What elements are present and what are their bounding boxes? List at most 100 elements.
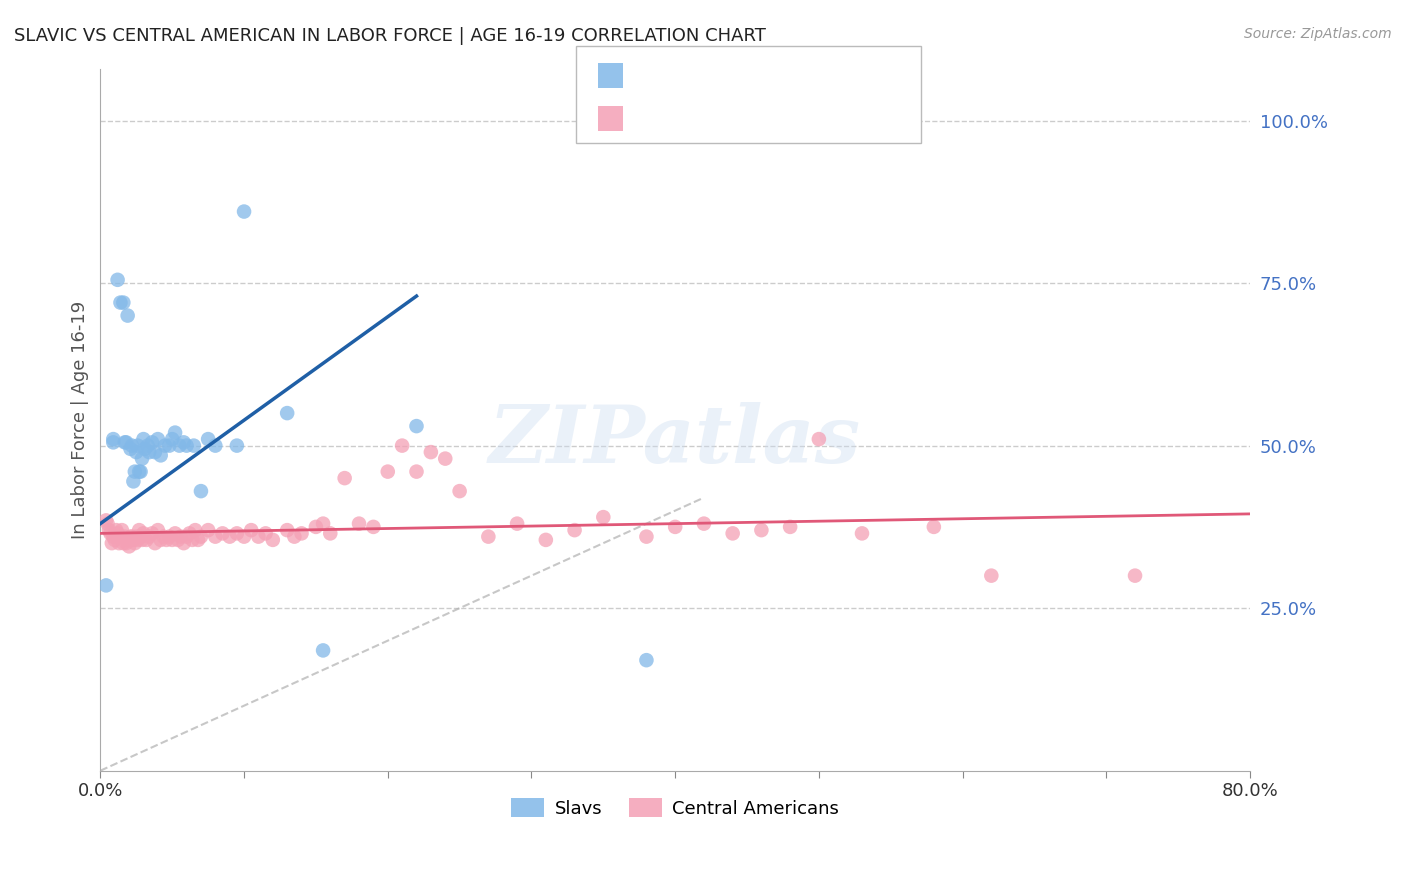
Point [136, 439, 159, 453]
Point [247, 530, 270, 544]
Point [125, 530, 148, 544]
Point [112, 295, 135, 310]
Legend: Slavs, Central Americans: Slavs, Central Americans [503, 791, 846, 825]
Point [110, 530, 132, 544]
Point [225, 439, 247, 453]
Point [115, 435, 138, 450]
Point [132, 432, 155, 446]
Point [108, 536, 131, 550]
Point [103, 432, 125, 446]
Point [290, 526, 312, 541]
Point [233, 530, 256, 544]
Point [319, 526, 342, 541]
Point [980, 568, 1002, 582]
Point [122, 533, 145, 547]
Point [477, 530, 499, 544]
Point [98, 523, 121, 537]
Point [377, 465, 399, 479]
Point [110, 295, 132, 310]
Point [129, 465, 152, 479]
Point [96, 516, 118, 531]
Point [131, 533, 153, 547]
Point [105, 523, 128, 537]
Point [135, 533, 157, 547]
Point [751, 523, 773, 537]
Point [138, 445, 160, 459]
Point [94, 578, 117, 592]
Point [664, 520, 686, 534]
Point [187, 533, 209, 547]
Point [115, 536, 138, 550]
Point [391, 439, 413, 453]
Point [152, 530, 174, 544]
Point [283, 530, 305, 544]
Point [165, 425, 187, 440]
Point [179, 526, 201, 541]
Point [120, 442, 142, 456]
Point [564, 523, 586, 537]
Point [254, 526, 277, 541]
Point [173, 435, 195, 450]
Point [312, 516, 335, 531]
Point [779, 520, 801, 534]
Point [153, 439, 176, 453]
Point [149, 533, 172, 547]
Point [128, 465, 150, 479]
Point [276, 523, 298, 537]
Text: R = 0.287   N = 43: R = 0.287 N = 43 [634, 67, 818, 85]
Point [197, 523, 219, 537]
Point [141, 435, 163, 450]
Point [157, 439, 180, 453]
Point [449, 484, 471, 499]
Point [721, 526, 744, 541]
Y-axis label: In Labor Force | Age 16-19: In Labor Force | Age 16-19 [72, 301, 89, 539]
Point [120, 530, 142, 544]
Point [405, 419, 427, 434]
Point [233, 204, 256, 219]
Point [134, 442, 156, 456]
Point [807, 432, 830, 446]
Point [419, 445, 441, 459]
Point [312, 643, 335, 657]
Point [121, 439, 143, 453]
Point [117, 309, 139, 323]
Point [114, 530, 136, 544]
Point [165, 526, 187, 541]
Point [111, 523, 134, 537]
Point [141, 526, 163, 541]
Point [405, 465, 427, 479]
Point [124, 536, 146, 550]
Point [181, 533, 204, 547]
Text: ZIPatlas: ZIPatlas [489, 402, 862, 479]
Text: R = 0.028   N = 90: R = 0.028 N = 90 [634, 110, 818, 128]
Point [117, 533, 139, 547]
Point [146, 523, 169, 537]
Point [107, 273, 129, 287]
Point [143, 536, 166, 550]
Point [160, 533, 183, 547]
Point [155, 533, 177, 547]
Point [190, 530, 212, 544]
Point [693, 516, 716, 531]
Point [333, 471, 356, 485]
Point [103, 530, 125, 544]
Text: Source: ZipAtlas.com: Source: ZipAtlas.com [1244, 27, 1392, 41]
Point [146, 432, 169, 446]
Point [129, 530, 152, 544]
Point [127, 439, 149, 453]
Point [104, 533, 127, 547]
Point [127, 533, 149, 547]
Point [176, 439, 198, 453]
Point [262, 533, 284, 547]
Point [125, 445, 148, 459]
Point [434, 451, 457, 466]
Point [636, 530, 658, 544]
Point [190, 484, 212, 499]
Point [225, 526, 247, 541]
Point [128, 523, 150, 537]
Point [124, 465, 146, 479]
Point [851, 526, 873, 541]
Point [197, 432, 219, 446]
Point [169, 439, 191, 453]
Point [103, 435, 125, 450]
